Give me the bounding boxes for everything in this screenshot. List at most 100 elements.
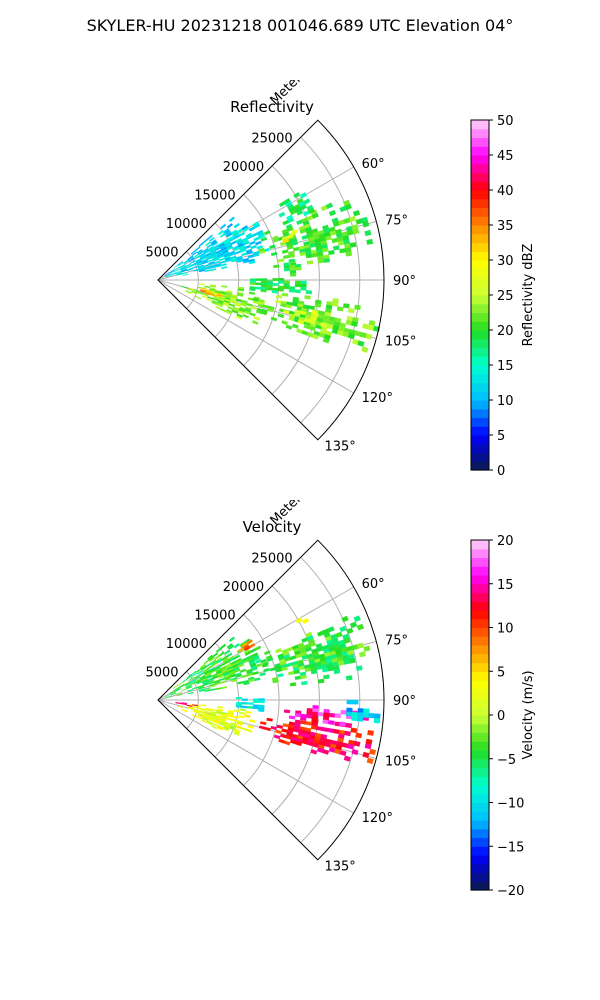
echo-gate <box>264 726 271 732</box>
echo-gate <box>220 263 227 267</box>
echo-gate <box>310 669 318 675</box>
colorbar-segment <box>471 146 489 156</box>
echo-gate <box>292 246 300 252</box>
echo-gate <box>273 264 280 269</box>
echo-gate <box>255 240 262 246</box>
echo-gate <box>247 724 254 729</box>
echo-gate <box>186 686 193 690</box>
echo-gate <box>170 691 177 695</box>
echo-gate <box>255 309 263 315</box>
echo-gate <box>211 725 218 730</box>
colorbar-segment <box>471 373 489 384</box>
colorbar-tick-label: 20 <box>497 534 514 549</box>
echo-gate <box>262 661 269 667</box>
colorbar-segment <box>471 251 489 261</box>
colorbar-tick-label: 0 <box>497 464 505 479</box>
echo-gate <box>266 657 274 663</box>
colorbar-segment <box>471 653 489 664</box>
colorbar-segment <box>471 155 489 165</box>
echo-gate <box>285 304 293 309</box>
echo-region <box>281 229 299 244</box>
colorbar-segment <box>471 303 489 314</box>
echo-gate <box>187 691 194 695</box>
echo-gate <box>291 323 299 329</box>
echo-gate <box>198 241 205 247</box>
range-tick-label: 20000 <box>223 580 264 595</box>
echo-gate <box>345 711 353 717</box>
echo-gate <box>287 217 295 224</box>
echo-gate <box>325 323 333 330</box>
echo-region <box>295 617 310 624</box>
echo-gate <box>233 709 240 713</box>
echo-gate <box>258 698 265 701</box>
echo-gate <box>246 639 253 645</box>
range-tick-label: 5000 <box>145 665 178 680</box>
echo-gate <box>185 290 192 295</box>
echo-gate <box>179 264 186 269</box>
echo-gate <box>295 741 303 747</box>
echo-gate <box>261 278 268 281</box>
echo-gate <box>186 704 193 707</box>
echo-gate <box>277 258 285 263</box>
echo-gate <box>200 287 207 290</box>
echo-gate <box>277 288 284 292</box>
colorbar-segment <box>471 443 489 454</box>
colorbar-tick-label: 35 <box>497 219 514 234</box>
colorbar-segment <box>471 242 489 252</box>
echo-gate <box>322 749 330 755</box>
echo-gate <box>244 714 251 718</box>
echo-gate <box>228 303 235 308</box>
azimuth-gridline <box>157 699 354 814</box>
echo-gate <box>348 657 356 664</box>
echo-gate <box>357 708 364 714</box>
echo-gate <box>351 749 359 756</box>
colorbar-tick-label: 10 <box>497 394 514 409</box>
echo-gate <box>281 292 289 297</box>
colorbar-label: Velocity (m/s) <box>521 670 536 759</box>
echo-gate <box>339 625 347 633</box>
echo-gate <box>216 293 223 298</box>
echo-region <box>176 704 256 737</box>
echo-gate <box>255 659 262 664</box>
colorbar-segment <box>471 881 489 891</box>
echo-region <box>165 636 270 699</box>
colorbar-segment <box>471 163 489 174</box>
echo-gate <box>186 268 193 272</box>
echo-gate <box>225 310 232 315</box>
echo-gate <box>222 727 229 732</box>
echo-gate <box>352 209 361 217</box>
echo-gate <box>300 716 307 722</box>
echo-gate <box>261 280 268 284</box>
echo-region <box>175 702 199 707</box>
colorbar-segment <box>471 855 489 865</box>
echo-gate <box>234 250 241 255</box>
echo-gate <box>294 289 301 294</box>
colorbar-segment <box>471 732 489 742</box>
colorbar-segment <box>471 461 489 471</box>
colorbar-segment <box>471 793 489 804</box>
echo-gate <box>248 719 256 723</box>
echo-gate <box>262 304 270 309</box>
colorbar-tick-label: 30 <box>497 254 514 269</box>
echo-gate <box>321 727 329 733</box>
echo-gate <box>325 202 334 209</box>
echo-gate <box>258 700 265 704</box>
range-tick-label: 10000 <box>166 217 207 232</box>
colorbar-tick-label: 10 <box>497 622 514 637</box>
echo-gate <box>255 282 262 286</box>
colorbar-segment <box>471 636 489 646</box>
echo-gate <box>317 712 324 717</box>
echo-gate <box>301 680 308 686</box>
echo-gate <box>181 271 189 275</box>
echo-gate <box>312 333 320 340</box>
echo-gate <box>306 260 314 265</box>
colorbar-segment <box>471 566 489 576</box>
echo-gate <box>210 293 217 297</box>
colorbar-segment <box>471 811 489 821</box>
echo-gate <box>176 693 183 697</box>
colorbar-tick-label: −5 <box>497 753 516 768</box>
echo-gate <box>198 686 205 690</box>
colorbar-segment <box>471 820 489 830</box>
echo-gate <box>219 680 227 684</box>
echo-gate <box>322 337 330 344</box>
